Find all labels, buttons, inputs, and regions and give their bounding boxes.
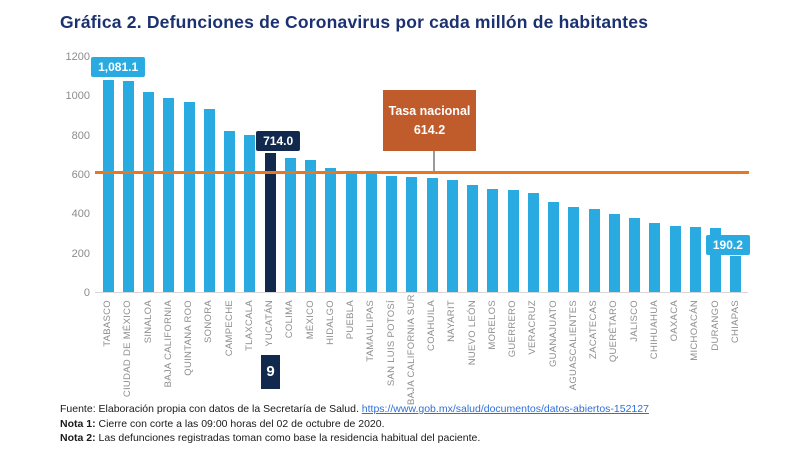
bar-tabasco	[102, 80, 114, 293]
y-tick-400: 400	[71, 208, 90, 221]
bar-queretaro	[608, 213, 620, 293]
bar-veracruz	[527, 192, 539, 293]
bar-zacatecas	[588, 209, 600, 293]
x-label-morelos: MORELOS	[486, 300, 498, 350]
x-label-san-luis-potosi: SAN LUIS POTOSÍ	[385, 300, 397, 387]
x-label-guanajuato: GUANAJUATO	[547, 300, 559, 368]
bar-hidalgo	[325, 167, 337, 293]
x-label-durango: DURANGO	[709, 300, 721, 351]
bar-baja-california-sur	[406, 176, 418, 293]
x-label-ciudad-de-mexico: CIUDAD DE MÉXICO	[122, 300, 134, 398]
bar-mexico	[305, 159, 317, 293]
x-label-puebla: PUEBLA	[345, 300, 357, 340]
x-label-nuevo-leon: NUEVO LEÓN	[466, 300, 478, 366]
bar-aguascalientes	[568, 207, 580, 293]
x-label-oaxaca: OAXACA	[669, 300, 681, 342]
national-rate-callout-value: 614.2	[413, 122, 446, 137]
source-line: Fuente: Elaboración propia con datos de …	[60, 402, 780, 417]
x-axis-labels: TABASCO CIUDAD DE MÉXICO SINALOA BAJA CALIF…	[98, 293, 746, 413]
x-label-nayarit: NAYARIT	[446, 300, 458, 342]
y-tick-600: 600	[71, 169, 90, 181]
note-2-label: Nota 2:	[60, 432, 96, 444]
y-tick-1000: 1000	[65, 90, 90, 103]
value-label-tabasco: 1,081.1	[91, 57, 146, 78]
x-label-aguascalientes: AGUASCALIENTES	[567, 300, 579, 391]
y-tick-800: 800	[71, 129, 90, 142]
x-label-campeche: CAMPECHE	[223, 300, 235, 357]
bar-chiapas	[730, 255, 742, 293]
x-label-tabasco: TABASCO	[102, 300, 114, 347]
callout-connector-line	[433, 151, 435, 171]
bar-morelos	[487, 189, 499, 293]
y-axis: 0 200 400 600 800 1000 1200	[0, 51, 90, 299]
x-label-michoacan: MICHOACÁN	[689, 300, 701, 361]
x-label-jalisco: JALISCO	[628, 300, 640, 342]
national-rate-callout: Tasa nacional 614.2	[383, 90, 476, 151]
source-text: Fuente: Elaboración propia con datos de …	[60, 403, 362, 415]
bar-puebla	[345, 171, 357, 293]
x-label-chiapas: CHIAPAS	[729, 300, 741, 344]
bar-quintana-roo	[183, 102, 195, 293]
x-label-guerrero: GUERRERO	[507, 300, 519, 358]
bar-colima	[284, 157, 296, 293]
x-label-colima: COLIMA	[284, 300, 296, 339]
x-label-baja-california-sur: BAJA CALIFORNIA SUR	[405, 294, 417, 405]
x-label-chihuahua: CHIHUAHUA	[648, 300, 660, 360]
y-tick-0: 0	[83, 287, 90, 299]
note-1: Nota 1: Cierre con corte a las 09:00 hor…	[60, 417, 780, 432]
plot-area: 1,081.1 714.0 190.2	[91, 57, 750, 293]
x-label-tamaulipas: TAMAULIPAS	[365, 300, 377, 362]
bar-san-luis-potosi	[386, 176, 398, 293]
bar-jalisco	[629, 217, 641, 293]
value-label-yucatan: 714.0	[256, 130, 301, 151]
bar-tamaulipas	[365, 173, 377, 293]
bar-durango	[710, 227, 722, 293]
bar-nuevo-leon	[467, 185, 479, 293]
bar-guanajuato	[548, 201, 560, 293]
x-axis-line	[95, 292, 748, 293]
chart-title: Gráfica 2. Defunciones de Coronavirus po…	[60, 12, 649, 32]
note-1-text: Cierre con corte a las 09:00 horas del 0…	[95, 417, 385, 430]
x-label-queretaro: QUERÉTARO	[608, 300, 620, 363]
bar-ciudad-de-mexico	[122, 80, 134, 293]
national-rate-callout-label: Tasa nacional	[388, 104, 471, 119]
x-label-hidalgo: HIDALGO	[324, 300, 336, 345]
source-link[interactable]: https://www.gob.mx/salud/documentos/dato…	[361, 403, 649, 415]
y-tick-200: 200	[71, 247, 90, 260]
bar-tlaxcala	[244, 135, 256, 293]
footer-notes: Fuente: Elaboración propia con datos de …	[60, 402, 780, 446]
x-label-quintana-roo: QUINTANA ROO	[183, 300, 195, 376]
x-label-sinaloa: SINALOA	[142, 300, 154, 344]
bar-sinaloa	[143, 92, 155, 293]
x-label-yucatan: YUCATÁN	[264, 300, 276, 347]
x-label-veracruz: VERACRUZ	[527, 300, 539, 355]
x-label-coahuila: COAHUILA	[426, 300, 438, 351]
x-label-sonora: SONORA	[203, 300, 215, 343]
value-label-chiapas: 190.2	[705, 234, 750, 255]
x-label-tlaxcala: TLAXCALA	[243, 300, 255, 351]
note-2: Nota 2: Las defunciones registradas toma…	[60, 431, 780, 446]
note-2-text: Las defunciones registradas toman como b…	[95, 432, 481, 444]
x-label-baja-california: BAJA CALIFORNIA	[162, 300, 174, 388]
bar-guerrero	[507, 190, 519, 293]
note-1-label: Nota 1:	[60, 417, 96, 430]
bar-nayarit	[446, 180, 458, 293]
bar-baja-california	[163, 98, 175, 293]
bar-sonora	[203, 109, 215, 293]
bar-campeche	[224, 131, 236, 293]
bar-coahuila	[426, 177, 438, 293]
bar-chihuahua	[649, 223, 661, 293]
bar-oaxaca	[669, 226, 681, 293]
yucatan-rank-badge: 9	[261, 355, 280, 389]
national-rate-line	[95, 170, 749, 174]
bar-yucatan	[264, 152, 276, 293]
bar-michoacan	[689, 226, 701, 293]
x-label-zacatecas: ZACATECAS	[588, 300, 600, 360]
x-label-mexico: MÉXICO	[304, 300, 316, 340]
y-tick-1200: 1200	[65, 51, 90, 63]
